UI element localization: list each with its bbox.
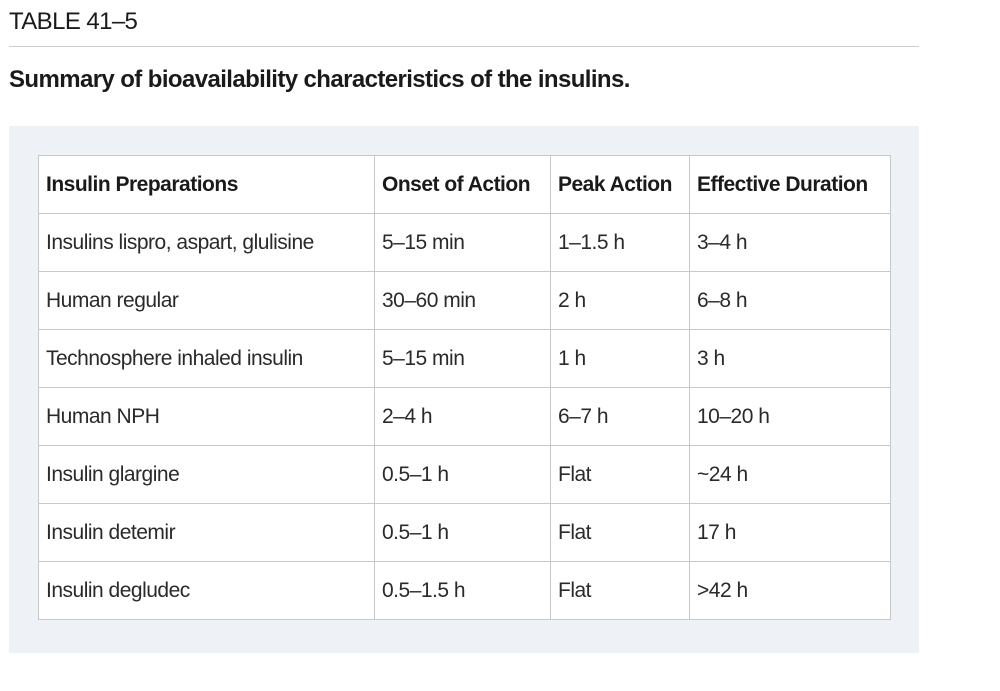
table-row: Insulins lispro, aspart, glulisine 5–15 … [38, 213, 891, 272]
cell-duration: 3 h [689, 329, 891, 388]
cell-duration: 10–20 h [689, 387, 891, 446]
cell-peak: 1 h [550, 329, 690, 388]
cell-peak: 1–1.5 h [550, 213, 690, 272]
cell-duration: ~24 h [689, 445, 891, 504]
cell-preparation: Technosphere inhaled insulin [38, 329, 375, 388]
cell-onset: 30–60 min [374, 271, 551, 330]
cell-peak: Flat [550, 445, 690, 504]
cell-preparation: Insulin degludec [38, 561, 375, 620]
cell-peak: Flat [550, 561, 690, 620]
cell-peak: 2 h [550, 271, 690, 330]
header-peak-action: Peak Action [550, 155, 690, 214]
table-panel: Insulin Preparations Onset of Action Pea… [9, 126, 919, 653]
table-row: Insulin glargine 0.5–1 h Flat ~24 h [38, 445, 891, 504]
cell-duration: 6–8 h [689, 271, 891, 330]
cell-preparation: Human NPH [38, 387, 375, 446]
title-divider [9, 46, 919, 47]
cell-preparation: Insulins lispro, aspart, glulisine [38, 213, 375, 272]
cell-peak: 6–7 h [550, 387, 690, 446]
header-effective-duration: Effective Duration [689, 155, 891, 214]
table-row: Human NPH 2–4 h 6–7 h 10–20 h [38, 387, 891, 446]
cell-onset: 0.5–1 h [374, 445, 551, 504]
header-onset-of-action: Onset of Action [374, 155, 551, 214]
cell-onset: 5–15 min [374, 329, 551, 388]
cell-onset: 2–4 h [374, 387, 551, 446]
cell-preparation: Insulin detemir [38, 503, 375, 562]
cell-onset: 5–15 min [374, 213, 551, 272]
table-row: Insulin detemir 0.5–1 h Flat 17 h [38, 503, 891, 562]
table-row: Technosphere inhaled insulin 5–15 min 1 … [38, 329, 891, 388]
cell-duration: 3–4 h [689, 213, 891, 272]
table-row: Insulin degludec 0.5–1.5 h Flat >42 h [38, 561, 891, 620]
cell-duration: 17 h [689, 503, 891, 562]
table-number-label: TABLE 41–5 [9, 8, 138, 35]
table-row: Human regular 30–60 min 2 h 6–8 h [38, 271, 891, 330]
insulin-table: Insulin Preparations Onset of Action Pea… [38, 155, 891, 620]
table-header-row: Insulin Preparations Onset of Action Pea… [38, 155, 891, 214]
cell-preparation: Insulin glargine [38, 445, 375, 504]
cell-duration: >42 h [689, 561, 891, 620]
cell-onset: 0.5–1 h [374, 503, 551, 562]
table-caption: Summary of bioavailability characteristi… [9, 66, 630, 93]
header-insulin-preparations: Insulin Preparations [38, 155, 375, 214]
cell-preparation: Human regular [38, 271, 375, 330]
cell-peak: Flat [550, 503, 690, 562]
cell-onset: 0.5–1.5 h [374, 561, 551, 620]
